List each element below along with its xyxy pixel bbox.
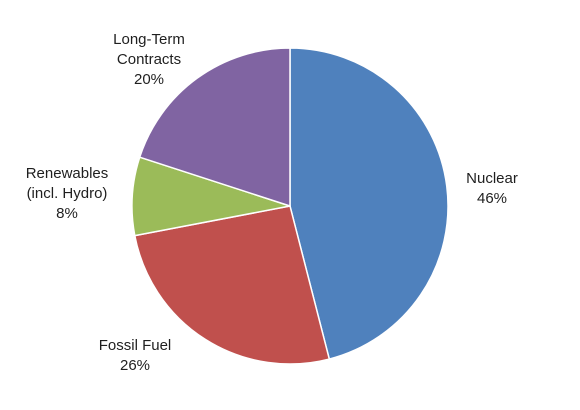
label-renewables-line-2: (incl. Hydro): [26, 185, 108, 202]
label-fossil-value: 26%: [119, 357, 151, 374]
label-nuclear-line-1: Nuclear: [466, 170, 518, 187]
pie-slice-nuclear: [289, 47, 449, 360]
label-renewables: Renewables (incl. Hydro) 8%: [0, 164, 142, 224]
pie-slice-long-term-contracts: [138, 47, 291, 207]
label-nuclear: Nuclear 46%: [417, 169, 567, 209]
label-renewables-line-1: Renewables: [25, 165, 109, 182]
label-renewables-value: 8%: [56, 205, 78, 222]
label-nuclear-value: 46%: [476, 190, 508, 207]
pie-slice-fossil-fuel: [134, 205, 331, 365]
label-long-term-value: 20%: [133, 71, 165, 88]
label-fossil-fuel: Fossil Fuel 26%: [60, 336, 210, 376]
label-long-term-contracts: Long-Term Contracts 20%: [74, 30, 224, 90]
label-long-term-line-2: Contracts: [116, 51, 182, 68]
label-fossil-line-1: Fossil Fuel: [98, 337, 172, 354]
label-long-term-line-1: Long-Term: [113, 31, 185, 48]
